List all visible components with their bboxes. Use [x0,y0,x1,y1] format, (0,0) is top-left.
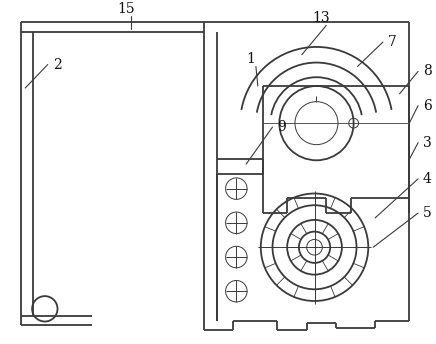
Text: 7: 7 [388,35,397,49]
Text: 4: 4 [423,172,432,186]
Text: 8: 8 [423,64,432,78]
Text: 3: 3 [423,136,432,150]
Text: 2: 2 [53,57,61,72]
Text: 13: 13 [313,11,330,25]
Text: 6: 6 [423,99,432,112]
Text: 1: 1 [247,53,255,66]
Text: 15: 15 [117,2,135,16]
Text: 9: 9 [277,120,286,134]
Text: 5: 5 [423,206,432,220]
